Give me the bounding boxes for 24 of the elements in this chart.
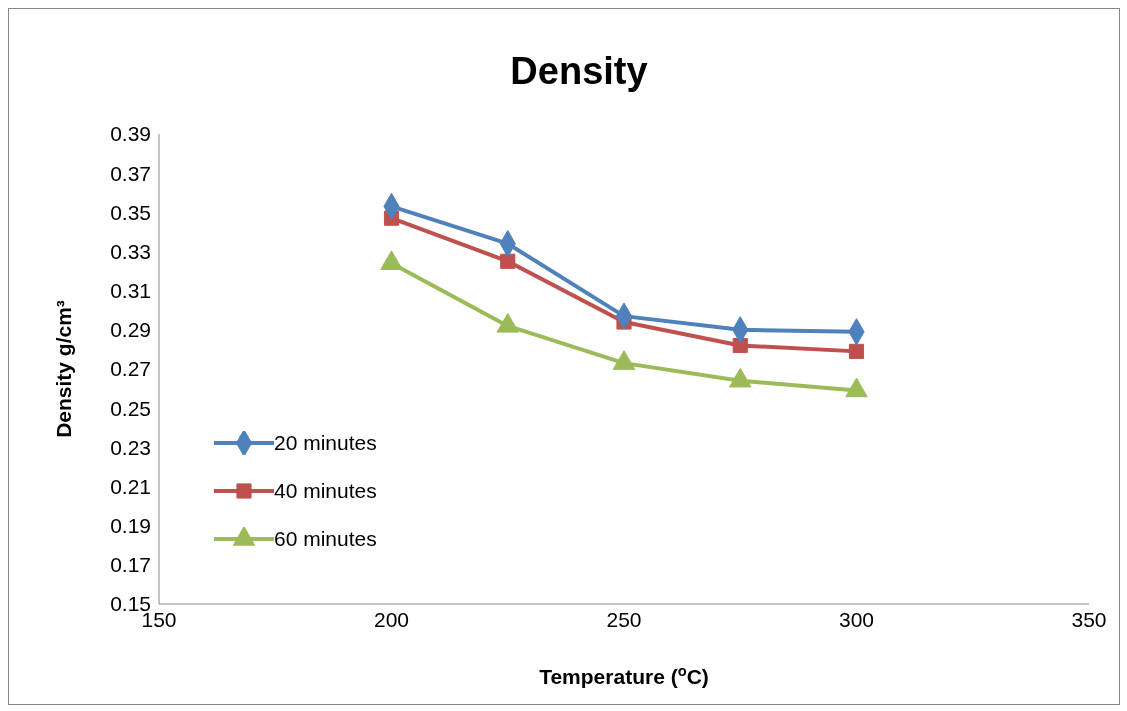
y-tick-label: 0.25 <box>110 396 151 420</box>
y-tick-label: 0.21 <box>110 474 151 498</box>
y-tick-label: 0.23 <box>110 435 151 459</box>
y-tick-label: 0.17 <box>110 553 151 577</box>
x-tick-label: 350 <box>1071 607 1107 631</box>
y-tick-label: 0.31 <box>110 279 151 303</box>
y-tick-label: 0.33 <box>110 239 151 263</box>
legend-label: 40 minutes <box>274 479 377 503</box>
y-tick-label: 0.37 <box>110 161 151 185</box>
y-tick-label: 0.27 <box>110 357 151 381</box>
x-tick-label: 250 <box>606 607 642 631</box>
y-axis-title: Density g/cm³ <box>52 300 75 438</box>
y-tick-label: 0.19 <box>110 514 151 538</box>
chart-title: Density <box>510 50 648 92</box>
point <box>500 253 516 269</box>
y-tick-label: 0.39 <box>110 122 151 146</box>
y-tick-label: 0.29 <box>110 318 151 342</box>
x-tick-label: 200 <box>373 607 410 631</box>
x-axis-title: Temperature ($^{o}$C) <box>539 663 709 688</box>
y-tick-label: 0.35 <box>110 200 151 224</box>
legend-label: 20 minutes <box>274 431 377 455</box>
legend-label: 60 minutes <box>274 527 377 551</box>
x-tick-label: 300 <box>838 607 875 631</box>
point <box>848 343 865 359</box>
